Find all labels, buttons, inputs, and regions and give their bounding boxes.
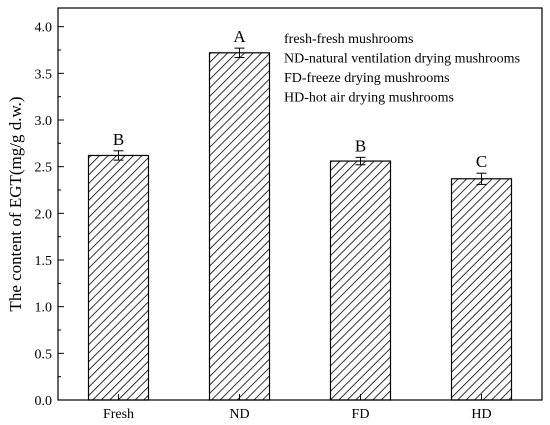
legend-annotation: FD-freeze drying mushrooms	[284, 71, 450, 86]
plot-frame	[57, 7, 543, 401]
significance-label: B	[113, 130, 124, 149]
x-axis-ticks: Fresh ND FD HD	[103, 394, 492, 422]
significance-label: A	[233, 27, 246, 46]
legend-annotation: HD-hot air drying mushrooms	[284, 91, 454, 106]
legend-annotation: ND-natural ventilation drying mushrooms	[284, 52, 520, 67]
y-tick-label: 2.5	[35, 161, 53, 176]
y-axis-title: The content of EGT(mg/g d.w.)	[6, 96, 25, 311]
bar-hd	[450, 178, 513, 401]
legend-annotations: fresh-fresh mushrooms ND-natural ventilat…	[284, 32, 520, 106]
y-tick-label: 1.0	[35, 301, 53, 316]
x-tick-label: HD	[471, 407, 491, 422]
significance-label: C	[476, 152, 487, 171]
y-tick-label: 1.5	[35, 254, 53, 269]
bar-nd	[208, 52, 271, 401]
y-tick-label: 3.5	[35, 67, 53, 82]
y-tick-label: 3.0	[35, 114, 53, 129]
y-axis-ticks: 0.0 0.5 1.0 1.5 2.0 2.5 3.0 3.5 4.0	[35, 21, 64, 409]
x-tick-label: Fresh	[103, 407, 134, 422]
y-tick-label: 4.0	[35, 21, 53, 36]
y-tick-label: 0.0	[35, 394, 53, 409]
x-tick-label: FD	[352, 407, 370, 422]
bar-fd	[329, 160, 392, 401]
significance-labels-layer: B A B C	[113, 27, 487, 171]
significance-label: B	[355, 136, 366, 155]
y-tick-label: 0.5	[35, 347, 53, 362]
bar-fresh	[87, 154, 150, 401]
x-tick-label: ND	[229, 407, 249, 422]
legend-annotation: fresh-fresh mushrooms	[284, 32, 413, 47]
y-tick-label: 2.0	[35, 207, 53, 222]
error-bars-layer	[113, 47, 487, 185]
